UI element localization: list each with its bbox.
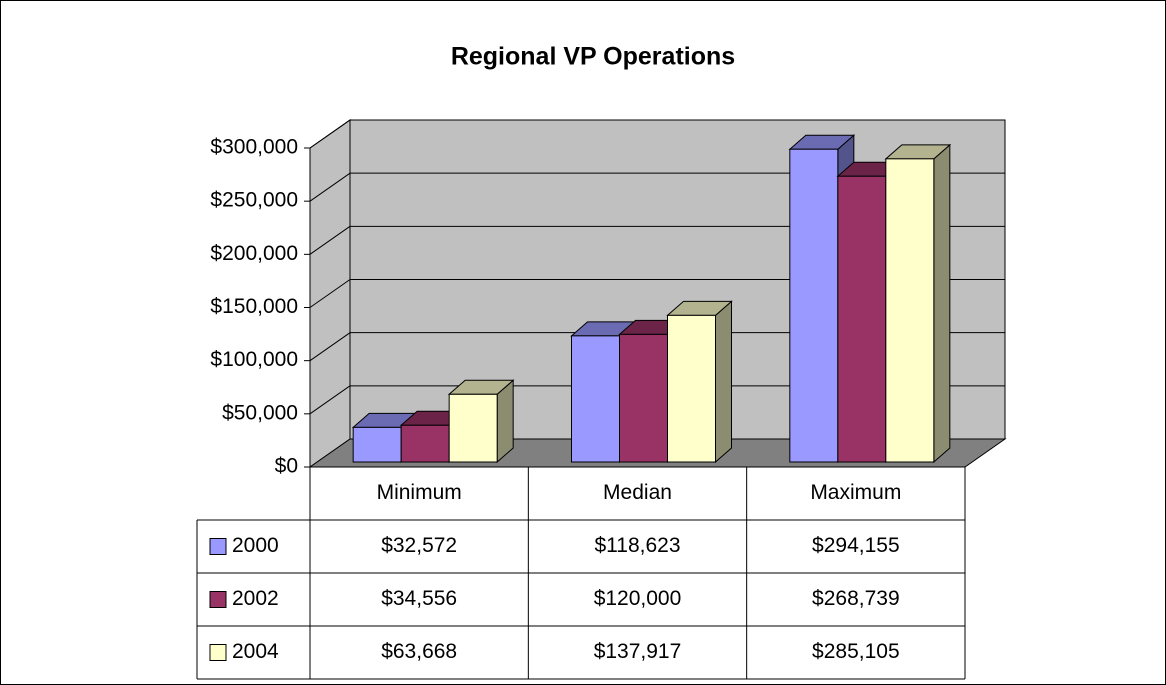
grid-line [309,279,351,308]
legend-swatch [209,591,227,608]
y-tick-label: $100,000 [210,348,298,371]
y-tick-label: $300,000 [210,136,298,159]
table-value: $285,105 [812,640,900,663]
legend-swatch [209,644,227,661]
bar [352,426,402,463]
y-tick-label: $200,000 [210,242,298,265]
grid-line [309,332,351,362]
y-tick-label: $150,000 [210,295,298,318]
bar [885,158,935,463]
legend-label: 2004 [232,640,279,663]
legend-label: 2000 [232,534,279,557]
grid-line [309,119,351,149]
x-tick-label: Median [603,481,672,504]
bar [619,333,668,463]
table-value: $268,739 [812,587,900,610]
bar [571,335,620,463]
y-tick-label: $250,000 [210,189,298,212]
table-value: $32,572 [381,534,457,557]
legend-swatch [209,538,227,555]
grid-line [309,172,351,202]
grid-line [309,385,351,415]
bar [667,314,716,463]
y-tick-label: $0 [275,455,298,478]
bar [789,148,839,463]
bar-side [933,143,951,464]
table-value: $34,556 [381,587,457,610]
grid-line [309,225,351,255]
bar [400,424,450,463]
table-value: $63,668 [381,640,457,663]
table-value: $120,000 [594,587,682,610]
legend-label: 2002 [232,587,279,610]
bar [448,393,498,463]
y-tick-label: $50,000 [222,401,298,424]
table-value: $137,917 [594,640,682,663]
table-value: $294,155 [812,534,900,557]
chart-title: Regional VP Operations [451,43,735,71]
bar [837,175,887,463]
table-value: $118,623 [594,534,680,557]
bar-side [715,300,732,464]
x-tick-label: Maximum [810,481,901,504]
x-tick-label: Minimum [377,481,462,504]
